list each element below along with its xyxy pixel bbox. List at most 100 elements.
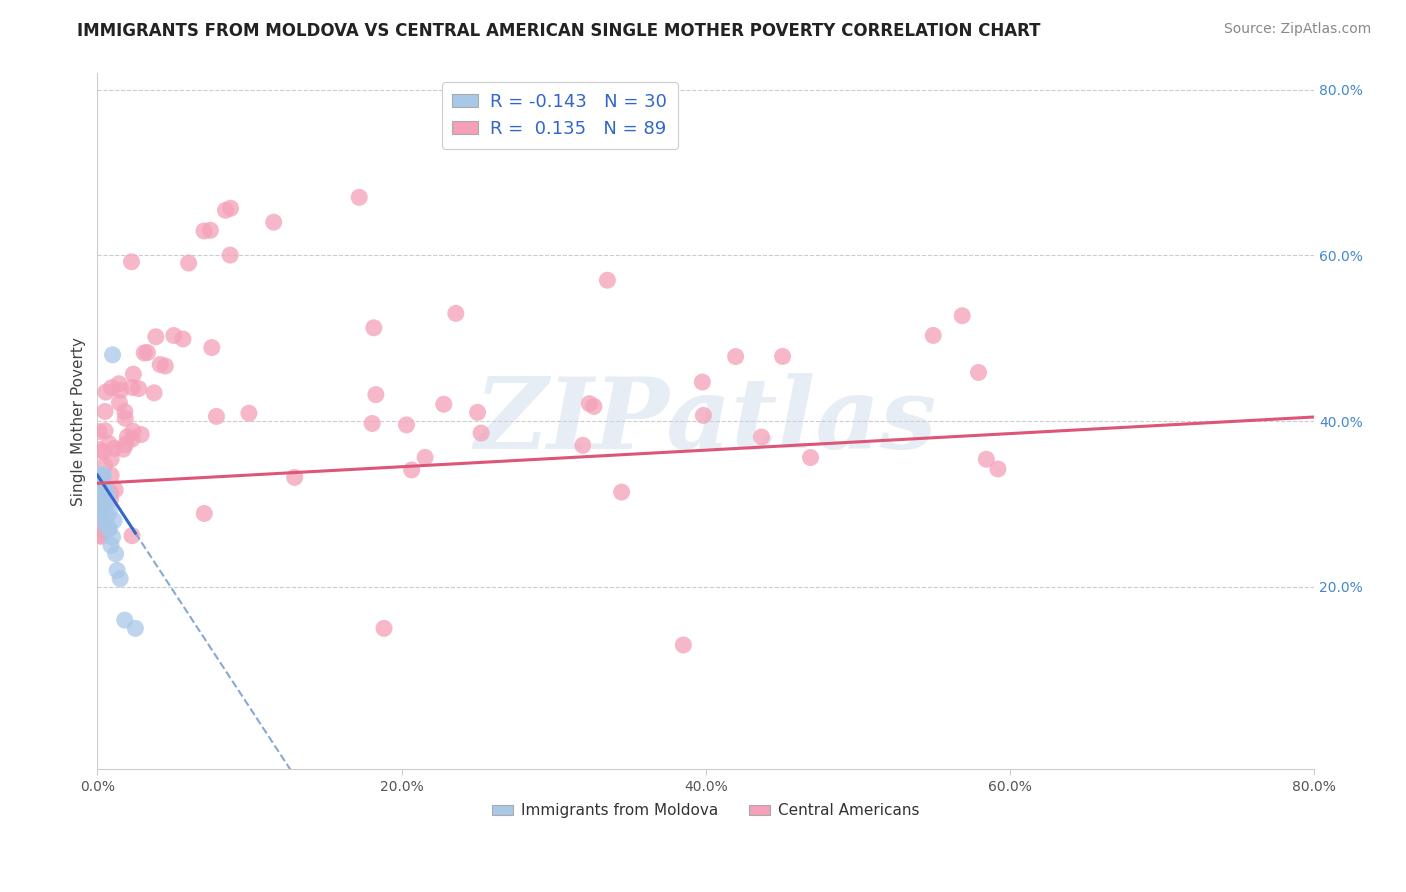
Point <box>100 381 122 395</box>
Point <box>122 368 145 382</box>
Point <box>108 572 131 586</box>
Point <box>172 332 194 346</box>
Point <box>93 468 115 483</box>
Point <box>121 529 143 543</box>
Point <box>967 366 990 380</box>
Point <box>177 256 200 270</box>
Point <box>89 516 111 530</box>
Point <box>87 442 110 457</box>
Text: Source: ZipAtlas.com: Source: ZipAtlas.com <box>1223 22 1371 37</box>
Point <box>238 406 260 420</box>
Point <box>101 348 124 362</box>
Point <box>97 522 120 536</box>
Point <box>96 514 118 528</box>
Point <box>572 438 595 452</box>
Point <box>87 480 110 494</box>
Point <box>363 320 385 334</box>
Point <box>129 427 152 442</box>
Point <box>94 489 117 503</box>
Point <box>950 309 973 323</box>
Point <box>470 425 492 440</box>
Point <box>724 350 747 364</box>
Point <box>97 436 120 450</box>
Point <box>104 441 127 455</box>
Point <box>596 273 619 287</box>
Point <box>94 524 117 538</box>
Point <box>89 468 111 483</box>
Point <box>108 395 131 409</box>
Point <box>93 518 115 533</box>
Point <box>90 505 112 519</box>
Point <box>117 430 139 444</box>
Point <box>413 450 436 465</box>
Point <box>364 387 387 401</box>
Point <box>94 385 117 400</box>
Point <box>103 514 125 528</box>
Point <box>94 480 117 494</box>
Point <box>361 417 384 431</box>
Point <box>136 345 159 359</box>
Point <box>94 404 117 418</box>
Point <box>155 359 177 373</box>
Point <box>214 203 236 218</box>
Point <box>87 425 110 439</box>
Point <box>89 514 111 528</box>
Point <box>692 409 714 423</box>
Point <box>751 430 773 444</box>
Point <box>89 528 111 542</box>
Point <box>433 397 456 411</box>
Point <box>672 638 695 652</box>
Point <box>193 507 215 521</box>
Point <box>128 382 150 396</box>
Point <box>93 497 115 511</box>
Point <box>114 405 136 419</box>
Point <box>100 492 122 507</box>
Point <box>90 529 112 543</box>
Point <box>96 481 118 495</box>
Point <box>100 486 122 500</box>
Point <box>121 432 143 446</box>
Point <box>94 497 117 511</box>
Point <box>987 462 1010 476</box>
Point <box>395 417 418 432</box>
Point <box>93 458 115 473</box>
Point <box>772 350 794 364</box>
Point <box>91 469 114 483</box>
Point <box>90 489 112 503</box>
Point <box>444 306 467 320</box>
Point <box>163 328 186 343</box>
Point <box>193 224 215 238</box>
Point <box>578 396 600 410</box>
Y-axis label: Single Mother Poverty: Single Mother Poverty <box>72 336 86 506</box>
Point <box>112 442 135 457</box>
Point <box>96 505 118 519</box>
Point <box>401 463 423 477</box>
Point <box>89 489 111 503</box>
Point <box>347 190 370 204</box>
Point <box>121 254 143 268</box>
Point <box>692 375 714 389</box>
Point <box>97 489 120 503</box>
Point <box>219 201 242 215</box>
Point <box>101 530 124 544</box>
Point <box>93 497 115 511</box>
Point <box>108 376 131 391</box>
Point <box>263 215 285 229</box>
Point <box>284 470 307 484</box>
Point <box>90 472 112 486</box>
Point <box>205 409 228 424</box>
Point <box>610 485 633 500</box>
Text: IMMIGRANTS FROM MOLDOVA VS CENTRAL AMERICAN SINGLE MOTHER POVERTY CORRELATION CH: IMMIGRANTS FROM MOLDOVA VS CENTRAL AMERI… <box>77 22 1040 40</box>
Point <box>100 468 122 483</box>
Point <box>134 346 156 360</box>
Point <box>200 223 222 237</box>
Point <box>143 385 166 400</box>
Point <box>114 437 136 451</box>
Point <box>373 621 395 635</box>
Point <box>110 384 132 398</box>
Point <box>104 483 127 497</box>
Point <box>91 444 114 458</box>
Point <box>145 330 167 344</box>
Point <box>976 452 998 467</box>
Point <box>467 405 489 419</box>
